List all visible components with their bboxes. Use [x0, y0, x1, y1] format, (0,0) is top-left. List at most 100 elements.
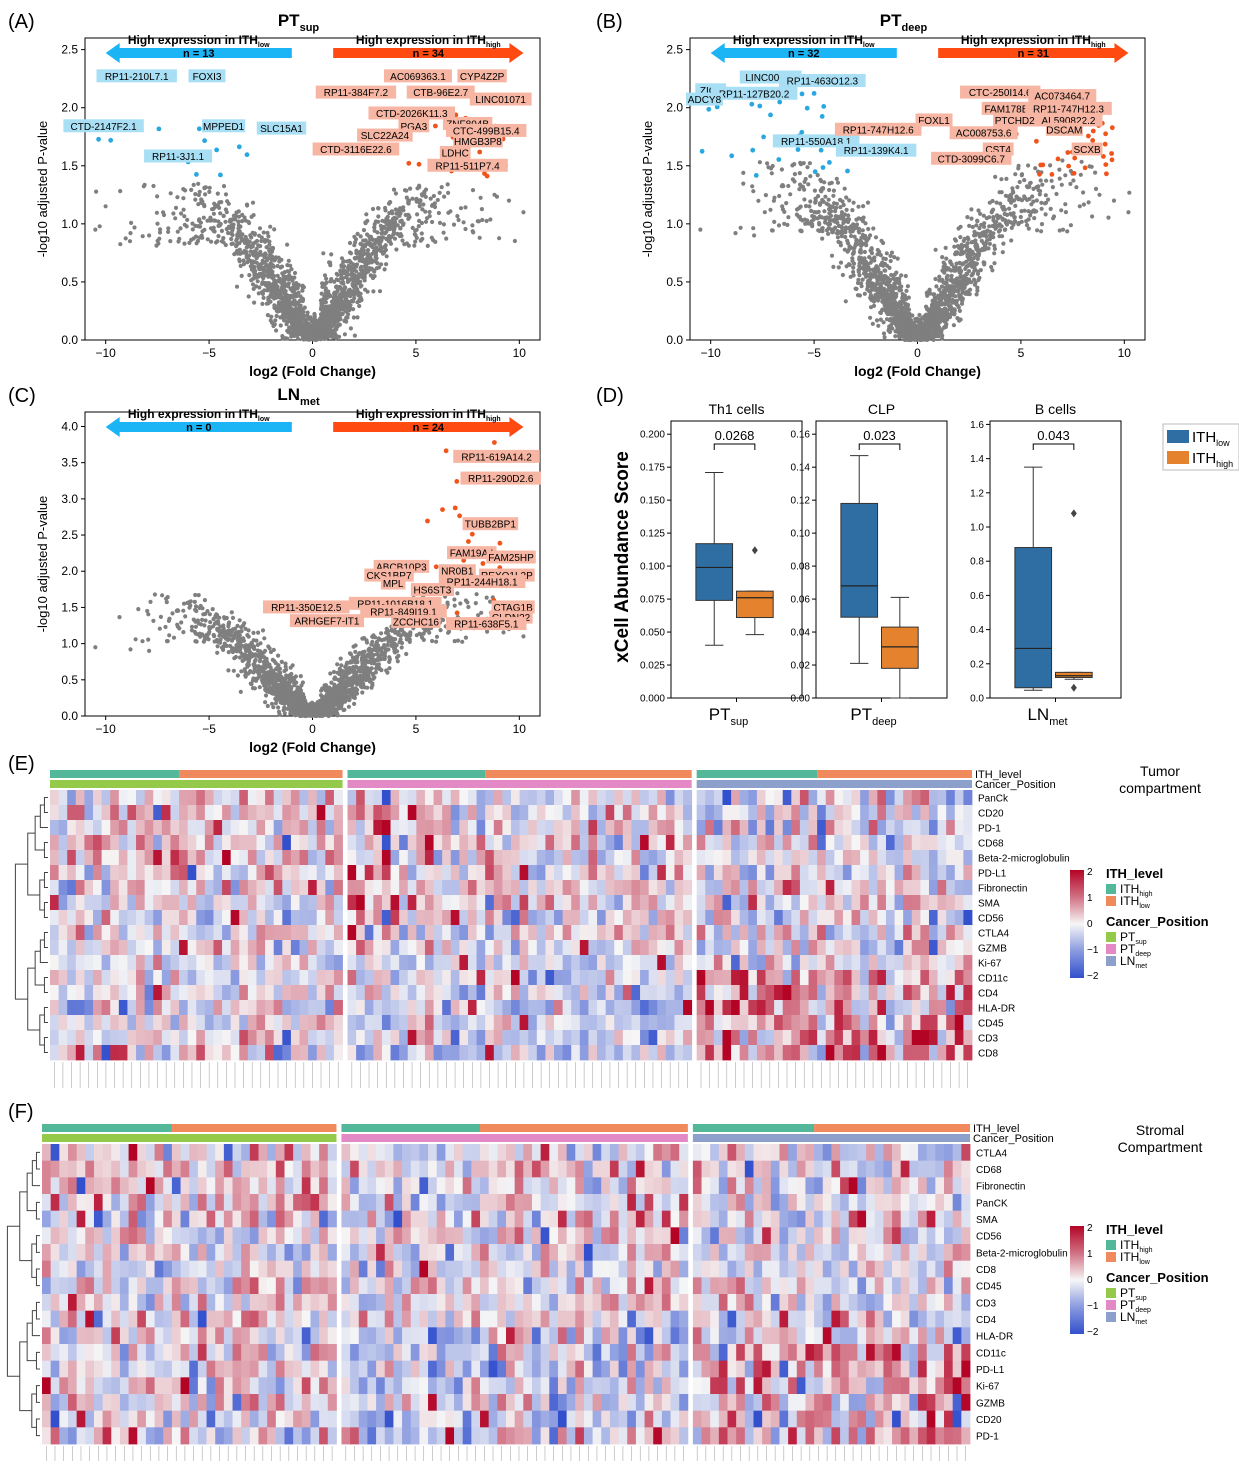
gray-point [1007, 219, 1011, 223]
gray-point [860, 256, 864, 260]
gene-label-high: CTC-250I14.6 [969, 88, 1032, 99]
red-point [1110, 125, 1115, 130]
gray-point [193, 192, 197, 196]
gray-point [394, 207, 398, 211]
gray-point [478, 236, 482, 240]
gray-point [772, 199, 776, 203]
gray-point [961, 282, 965, 286]
gray-point [1009, 238, 1013, 242]
y-tick-label: 1.5 [666, 159, 683, 173]
gray-point [321, 251, 325, 255]
gray-point [818, 201, 822, 205]
gray-point [238, 248, 242, 252]
gray-point [893, 314, 897, 318]
gray-point [802, 188, 806, 192]
gray-point [371, 207, 375, 211]
gray-point [904, 333, 908, 337]
gray-point [226, 624, 230, 628]
gray-point [401, 221, 405, 225]
gray-point [857, 267, 861, 271]
gray-point [193, 198, 197, 202]
gene-label-low: RP11-127B20.2 [719, 89, 790, 100]
gray-point [852, 273, 856, 277]
gray-point [958, 309, 962, 313]
gray-point [266, 234, 270, 238]
gray-point [830, 254, 834, 258]
gray-point [293, 271, 297, 275]
gray-point [236, 673, 240, 677]
gray-point [253, 240, 257, 244]
gray-point [238, 618, 242, 622]
gray-point [328, 671, 332, 675]
gray-point [910, 321, 914, 325]
gray-point [326, 294, 330, 298]
y-tick-label: 2.0 [61, 101, 78, 115]
gray-point [840, 210, 844, 214]
gray-point [770, 171, 774, 175]
gray-point [161, 210, 165, 214]
gray-point [352, 296, 356, 300]
gray-point [1078, 204, 1082, 208]
gene-label-high: CYP4Z2P [460, 72, 505, 83]
gray-point [254, 284, 258, 288]
gray-point [966, 236, 970, 240]
gray-point [507, 199, 511, 203]
gray-point [923, 329, 927, 333]
gray-point [1040, 183, 1044, 187]
gray-point [1016, 222, 1020, 226]
gray-point [336, 286, 340, 290]
gray-point [852, 262, 856, 266]
gray-point [423, 210, 427, 214]
gray-point [196, 182, 200, 186]
gray-point [259, 239, 263, 243]
gray-point [328, 279, 332, 283]
gray-point [1074, 185, 1078, 189]
gray-point [382, 225, 386, 229]
gray-point [332, 298, 336, 302]
gray-point [262, 230, 266, 234]
gray-point [158, 227, 162, 231]
gray-point [771, 164, 775, 168]
gray-point [384, 668, 388, 672]
gray-point [294, 281, 298, 285]
gray-point [245, 203, 249, 207]
gray-point [280, 286, 284, 290]
gray-point [346, 301, 350, 305]
gray-point [192, 618, 196, 622]
y-tick-label: 1.0 [61, 217, 78, 231]
gray-point [885, 307, 889, 311]
gray-point [932, 305, 936, 309]
red-point [1034, 139, 1039, 144]
blue-point [820, 114, 825, 119]
gray-points [93, 182, 525, 342]
red-point [1103, 131, 1108, 136]
gray-point [897, 303, 901, 307]
gray-points [698, 158, 1131, 342]
x-tick-label: 5 [413, 346, 420, 360]
gray-point [944, 324, 948, 328]
gray-point [384, 248, 388, 252]
gray-point [207, 190, 211, 194]
gray-point [904, 274, 908, 278]
gray-point [196, 202, 200, 206]
gray-point [251, 686, 255, 690]
gray-point [430, 220, 434, 224]
gray-point [970, 240, 974, 244]
gray-point [810, 214, 814, 218]
gray-point [438, 221, 442, 225]
gray-point [809, 209, 813, 213]
gray-point [893, 277, 897, 281]
gray-point [852, 227, 856, 231]
gray-point [1014, 195, 1018, 199]
gray-point [1127, 191, 1131, 195]
gray-point [242, 621, 246, 625]
gene-label-low: RP11-463O12.3 [787, 76, 859, 87]
gray-point [247, 294, 251, 298]
gray-point [865, 274, 869, 278]
gray-point [889, 284, 893, 288]
gray-point [917, 313, 921, 317]
gray-point [991, 199, 995, 203]
gray-point [417, 185, 421, 189]
gray-point [424, 220, 428, 224]
gray-point [266, 301, 270, 305]
